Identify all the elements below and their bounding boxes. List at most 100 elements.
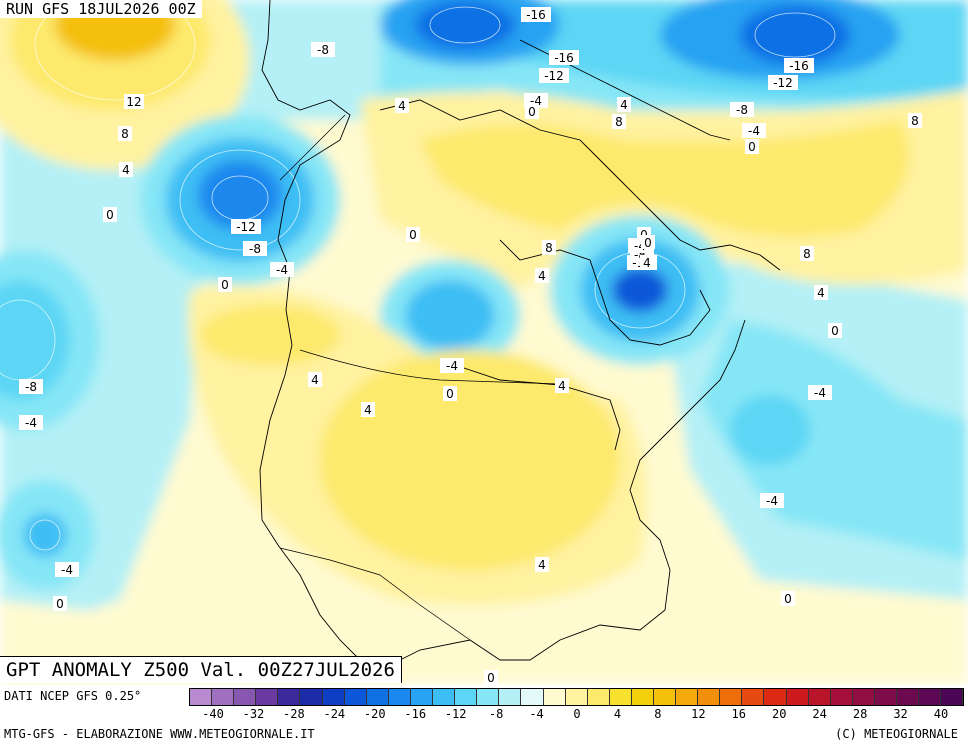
contour-label: -4 [440,358,464,373]
svg-text:-16: -16 [526,8,546,22]
colorbar-tick-label: -40 [202,707,224,721]
colorbar-tick-label: -8 [488,707,504,721]
colorbar-swatch [366,689,389,705]
svg-text:-8: -8 [736,103,748,117]
contour-label: -4 [760,493,784,508]
colorbar [189,688,965,706]
contour-label: -8 [730,102,754,117]
svg-text:4: 4 [620,98,628,112]
colorbar-tick-label: -32 [242,707,265,721]
contour-label: 0 [443,386,457,401]
svg-text:8: 8 [911,114,919,128]
colorbar-tick-label: 12 [691,707,706,721]
svg-text:0: 0 [784,592,792,606]
contour-label: 0 [484,670,498,685]
colorbar-swatch [897,689,920,705]
colorbar-tick-label: 20 [771,707,787,721]
colorbar-swatch [521,689,544,705]
colorbar-swatch [477,689,500,705]
contour-label: -4 [742,123,766,138]
colorbar-swatch [676,689,699,705]
contour-label: 12 [124,94,144,109]
contour-label: 4 [814,285,828,300]
colorbar-swatch [256,689,279,705]
copyright-label: (C) METEOGIORNALE [835,727,958,741]
svg-text:0: 0 [748,140,756,154]
colorbar-tick-label: -24 [323,707,346,721]
contour-label: 4 [535,268,549,283]
colorbar-swatch [565,689,588,705]
anomaly-map: -16 -16 -16 -12 -12 -12 -12 -8 -8 -8 -8 … [0,0,968,685]
contour-label: -16 [521,7,551,22]
contour-label: -4 [19,415,43,430]
svg-text:0: 0 [56,597,64,611]
colorbar-swatch [278,689,301,705]
svg-text:4: 4 [311,373,319,387]
svg-text:4: 4 [817,286,825,300]
colorbar-swatch [433,689,456,705]
contour-label: 4 [308,372,322,387]
svg-text:-12: -12 [773,76,793,90]
colorbar-tick-label: -16 [404,707,427,721]
colorbar-tick-label: -20 [363,707,386,721]
svg-text:0: 0 [528,105,536,119]
colorbar-swatch [874,689,897,705]
colorbar-tick-label: 4 [613,707,622,721]
contour-lines [0,0,835,550]
contour-label: 0 [745,139,759,154]
svg-text:0: 0 [831,324,839,338]
svg-text:4: 4 [364,403,372,417]
colorbar-swatch [322,689,345,705]
credit-label: MTG-GFS - ELABORAZIONE WWW.METEOGIORNALE… [4,727,315,741]
colorbar-swatch [543,689,566,705]
svg-text:0: 0 [487,671,495,685]
svg-text:-4: -4 [748,124,760,138]
svg-text:8: 8 [803,247,811,261]
colorbar-swatch [720,689,743,705]
colorbar-tick-label: 8 [654,707,662,721]
svg-text:0: 0 [409,228,417,242]
contour-label: 0 [218,277,232,292]
colorbar-swatch [808,689,831,705]
contour-label: 0 [103,207,117,222]
map-title: GPT ANOMALY Z500 Val. 00Z27JUL2026 [0,656,402,683]
colorbar-swatch [786,689,809,705]
colorbar-swatch [919,689,942,705]
colorbar-swatch [190,689,213,705]
colorbar-swatch [300,689,323,705]
colorbar-swatch [410,689,434,705]
svg-text:-16: -16 [554,51,574,65]
colorbar-swatch [653,689,677,705]
svg-text:8: 8 [545,241,553,255]
contour-label: -12 [231,219,261,234]
colorbar-swatch [742,689,765,705]
contour-label: 4 [119,162,133,177]
svg-text:4: 4 [122,163,130,177]
colorbar-tick-label: -28 [283,707,305,721]
colorbar-swatch [587,689,610,705]
svg-text:-12: -12 [544,69,564,83]
colorbar-swatch [212,689,235,705]
svg-text:-4: -4 [814,386,826,400]
colorbar-ticks: -40 -32 -28 -24 -20 -16 -12 -8 -4 0 4 8 12 16 20 24 28 32… [189,707,965,723]
svg-text:-8: -8 [249,242,261,256]
svg-text:-4: -4 [25,416,37,430]
svg-text:-4: -4 [634,239,646,253]
contour-label: 0 [406,227,420,242]
colorbar-tick-label: -12 [444,707,467,721]
colorbar-tick-label: 40 [933,707,949,721]
contour-label: -16 [549,50,579,65]
svg-text:4: 4 [538,558,546,572]
contour-label: -4 [808,385,832,400]
svg-text:8: 8 [121,127,129,141]
svg-text:4: 4 [558,379,566,393]
contour-label: 8 [800,246,814,261]
borders [279,114,561,641]
svg-text:-8: -8 [25,380,37,394]
colorbar-swatch [941,689,964,705]
contour-label: -8 [19,379,43,394]
colorbar-swatch [631,689,654,705]
contour-label: 4 [617,97,631,112]
contour-label: -8 [243,241,267,256]
colorbar-tick-label: -4 [529,707,544,721]
